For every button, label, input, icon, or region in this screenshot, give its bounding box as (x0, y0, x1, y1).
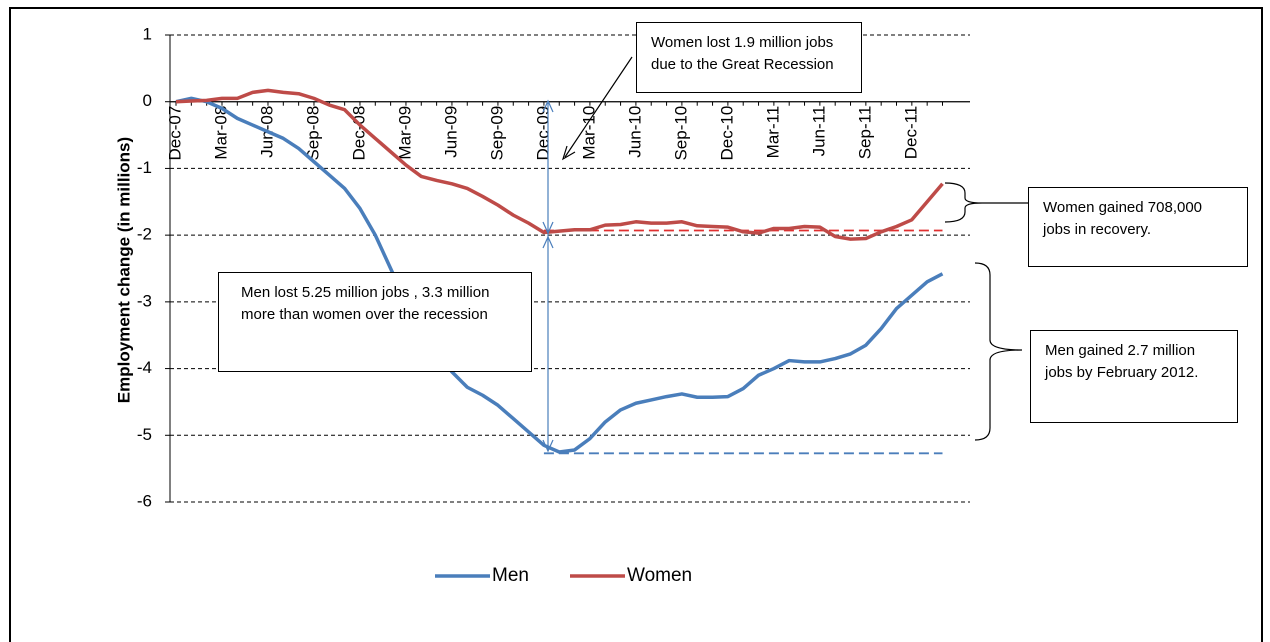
y-tick-label: -3 (137, 291, 152, 310)
x-tick-label: Sep-11 (855, 106, 874, 160)
annotation: Women lost 1.9 million jobs due to the G… (636, 22, 862, 93)
x-tick-label: Sep-10 (671, 106, 690, 161)
series-line (175, 88, 944, 241)
annotation: Men lost 5.25 million jobs , 3.3 million… (218, 272, 532, 372)
x-tick-label: Mar-09 (395, 106, 414, 160)
pointer-arrow (564, 56, 633, 158)
y-tick-label: -5 (137, 425, 152, 444)
x-tick-label: Mar-10 (579, 106, 598, 160)
frame (9, 7, 1263, 642)
y-tick-label: 1 (143, 24, 152, 43)
y-tick-label: 0 (143, 91, 152, 110)
x-tick-label: Dec-10 (717, 106, 736, 161)
x-tick-label: Dec-09 (533, 106, 552, 161)
legend-label: Women (627, 565, 692, 586)
x-tick-label: Jun-09 (441, 106, 460, 158)
x-tick-label: Sep-09 (487, 106, 506, 161)
pointer-head (561, 145, 576, 161)
x-tick-label: Mar-08 (211, 106, 230, 160)
x-tick-label: Dec-11 (901, 106, 920, 160)
y-tick-label: -4 (137, 358, 152, 377)
y-tick-label: -1 (137, 158, 152, 177)
legend-label: Men (492, 565, 529, 586)
brace (974, 262, 1023, 441)
arrow-heads (542, 99, 554, 453)
x-tick-label: Jun-10 (625, 106, 644, 158)
series-line (175, 96, 944, 454)
annotation: Men gained 2.7 million jobs by February … (1030, 330, 1238, 423)
x-tick-label: Jun-11 (809, 106, 828, 157)
x-tick-label: Dec-08 (349, 106, 368, 161)
x-tick-label: Dec-07 (165, 106, 184, 161)
x-tick-label: Sep-08 (303, 106, 322, 161)
x-tick-label: Mar-11 (763, 106, 782, 159)
y-tick-label: -2 (137, 225, 152, 244)
y-tick-label: -6 (137, 491, 152, 510)
brace (944, 182, 983, 223)
y-axis-label: Employment change (in millions) (114, 137, 133, 403)
annotation: Women gained 708,000 jobs in recovery. (1028, 187, 1248, 267)
